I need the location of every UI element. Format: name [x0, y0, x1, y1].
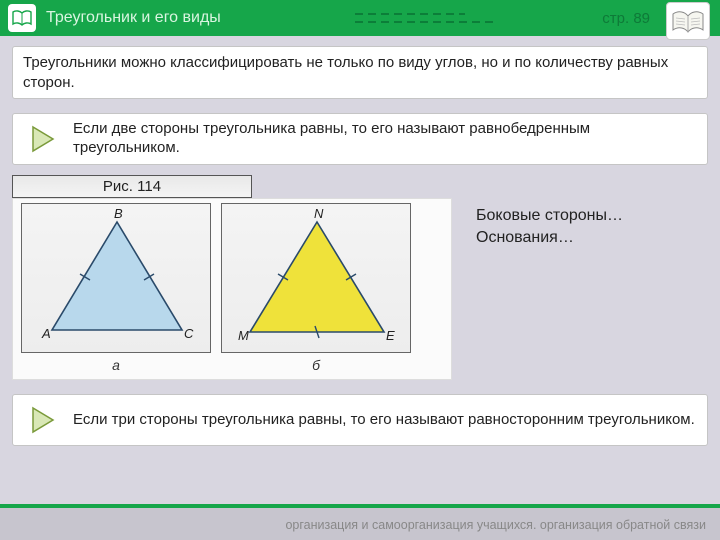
page-title: Треугольник и его виды	[46, 9, 221, 27]
footer-text: организация и самоорганизация учащихся. …	[285, 518, 706, 532]
triangle-panel-a: B A C а	[21, 203, 211, 375]
intro-text: Треугольники можно классифицировать не т…	[23, 54, 668, 91]
intro-box: Треугольники можно классифицировать не т…	[12, 46, 708, 99]
side-note-2: Основания…	[476, 227, 708, 249]
header-dashes	[355, 0, 635, 36]
triangle-sub-b: б	[312, 357, 320, 373]
side-note-1: Боковые стороны…	[476, 205, 708, 227]
play-icon[interactable]	[13, 405, 73, 435]
play-icon[interactable]	[13, 124, 73, 154]
vertex-B: B	[114, 206, 123, 221]
rule-box-1: Если две стороны треугольника равны, то …	[12, 113, 708, 165]
figure-body: B A C а	[12, 198, 452, 380]
rule-text-1: Если две стороны треугольника равны, то …	[73, 114, 707, 164]
triangle-sub-a: а	[112, 357, 120, 373]
rule-text-2: Если три стороны треугольника равны, то …	[73, 405, 707, 436]
book-icon-right[interactable]	[666, 2, 710, 40]
figure-row: Рис. 114 B A C а	[12, 175, 708, 380]
vertex-C: C	[184, 326, 194, 341]
side-notes: Боковые стороны… Основания…	[476, 175, 708, 248]
page-ref: стр. 89	[602, 10, 650, 27]
vertex-N: N	[314, 206, 324, 221]
triangle-panel-b: N M E б	[221, 203, 411, 375]
vertex-E: E	[386, 328, 395, 343]
figure-caption: Рис. 114	[12, 175, 252, 198]
figure-column: Рис. 114 B A C а	[12, 175, 452, 380]
book-icon-left[interactable]	[8, 4, 36, 32]
header-bar: Треугольник и его виды стр. 89	[0, 0, 720, 36]
main-content: Треугольники можно классифицировать не т…	[0, 36, 720, 456]
rule-box-2: Если три стороны треугольника равны, то …	[12, 394, 708, 446]
vertex-A: A	[41, 326, 51, 341]
vertex-M: M	[238, 328, 249, 343]
